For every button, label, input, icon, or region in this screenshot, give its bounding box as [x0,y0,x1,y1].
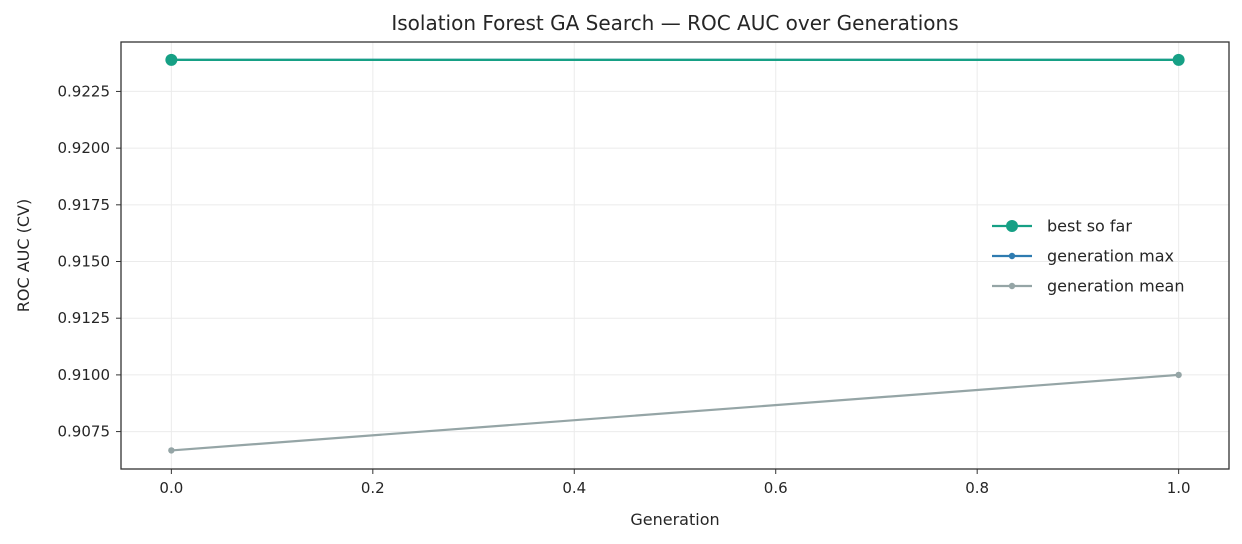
legend-marker-best-so-far [1006,220,1018,232]
series-generation-mean [168,371,1182,454]
x-tick-label: 0.0 [159,479,183,497]
chart-title: Isolation Forest GA Search — ROC AUC ove… [391,11,958,35]
x-tick-label: 0.2 [361,479,385,497]
legend-label-generation-max: generation max [1047,247,1174,266]
y-tick-label: 0.9075 [58,423,111,441]
series-layer [165,53,1185,454]
y-tick-label: 0.9200 [58,139,111,157]
axis-ticks: 0.0 0.2 0.4 0.6 0.8 1.0 0.9075 0.9100 0.9125 0.91… [58,82,1191,497]
legend-item-generation-max: generation max [992,247,1174,266]
x-tick-label: 0.4 [562,479,586,497]
x-tick-label: 0.6 [764,479,788,497]
legend-marker-generation-max [1008,252,1016,260]
legend-item-best-so-far: best so far [992,217,1132,236]
y-axis-label: ROC AUC (CV) [14,199,33,312]
y-tick-label: 0.9175 [58,196,111,214]
plot-frame [120,41,1230,470]
legend-marker-generation-mean [1008,282,1016,290]
grid [121,42,1229,469]
legend-label-generation-mean: generation mean [1047,277,1184,296]
series-point-generation-mean [1175,371,1182,379]
y-tick-label: 0.9225 [58,82,111,100]
legend-item-generation-mean: generation mean [992,277,1184,296]
series-line-generation-mean [171,373,1179,452]
legend: best so far generation max generation mean [992,217,1184,296]
legend-label-best-so-far: best so far [1047,217,1132,236]
x-tick-label: 0.8 [965,479,989,497]
y-tick-label: 0.9150 [58,253,111,271]
y-tick-label: 0.9125 [58,309,111,327]
series-point-generation-mean [168,447,175,454]
x-tick-label: 1.0 [1167,479,1191,497]
series-point-best-so-far [165,53,178,66]
series-best-so-far [165,53,1185,66]
series-point-best-so-far [1172,53,1185,66]
y-tick-label: 0.9100 [58,366,111,384]
x-axis-label: Generation [630,510,719,529]
